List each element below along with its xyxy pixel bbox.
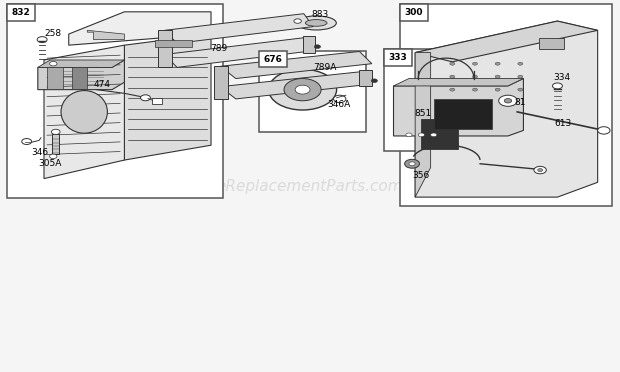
Circle shape — [518, 88, 523, 91]
Circle shape — [598, 127, 610, 134]
Circle shape — [334, 95, 346, 103]
Polygon shape — [415, 52, 431, 197]
Text: 334: 334 — [553, 73, 570, 82]
Text: 474: 474 — [94, 80, 110, 89]
Bar — [214, 65, 228, 99]
Circle shape — [409, 162, 415, 166]
Polygon shape — [44, 45, 125, 179]
Circle shape — [472, 62, 477, 65]
Polygon shape — [165, 14, 313, 43]
Bar — [7, 4, 223, 198]
Circle shape — [268, 69, 337, 110]
Circle shape — [450, 75, 454, 78]
Bar — [400, 4, 612, 206]
Ellipse shape — [61, 90, 107, 133]
Circle shape — [405, 159, 420, 168]
Bar — [52, 134, 60, 154]
Circle shape — [50, 61, 57, 66]
Text: 789: 789 — [210, 44, 227, 53]
Text: 883: 883 — [311, 10, 329, 19]
Circle shape — [406, 133, 412, 137]
Text: eReplacementParts.com: eReplacementParts.com — [216, 179, 404, 193]
Text: 300: 300 — [404, 8, 423, 17]
Bar — [422, 119, 458, 149]
Text: 346A: 346A — [327, 100, 350, 109]
Bar — [259, 51, 366, 132]
Polygon shape — [69, 12, 211, 45]
Circle shape — [498, 95, 517, 106]
Bar — [384, 49, 545, 151]
Circle shape — [518, 75, 523, 78]
Text: 356: 356 — [412, 171, 429, 180]
Bar — [360, 70, 372, 86]
Circle shape — [37, 37, 47, 42]
Polygon shape — [394, 78, 523, 86]
Text: 258: 258 — [44, 29, 61, 38]
Circle shape — [371, 79, 378, 83]
Bar — [400, 4, 428, 21]
Bar — [72, 67, 87, 89]
Bar — [539, 38, 564, 49]
Circle shape — [431, 133, 437, 137]
Circle shape — [284, 78, 321, 101]
Bar — [47, 67, 63, 89]
Circle shape — [450, 88, 454, 91]
Polygon shape — [394, 78, 523, 136]
Bar — [7, 4, 35, 21]
Polygon shape — [125, 34, 211, 160]
Circle shape — [538, 169, 542, 171]
Polygon shape — [220, 72, 372, 99]
Ellipse shape — [296, 16, 336, 30]
Polygon shape — [87, 31, 125, 39]
Polygon shape — [415, 21, 598, 62]
Polygon shape — [220, 51, 372, 78]
Bar — [303, 36, 315, 53]
Bar — [384, 49, 412, 65]
Circle shape — [50, 154, 57, 158]
Circle shape — [295, 85, 310, 94]
Circle shape — [472, 88, 477, 91]
Text: 81: 81 — [514, 98, 526, 107]
Bar — [259, 51, 287, 67]
Polygon shape — [38, 60, 125, 67]
Text: 613: 613 — [554, 119, 572, 128]
Circle shape — [495, 75, 500, 78]
Circle shape — [552, 83, 562, 89]
Bar — [159, 31, 172, 67]
Bar — [156, 39, 192, 47]
Circle shape — [495, 88, 500, 91]
Circle shape — [51, 129, 60, 135]
Circle shape — [472, 75, 477, 78]
Polygon shape — [38, 60, 125, 90]
Text: 305A: 305A — [38, 159, 61, 168]
Polygon shape — [165, 38, 313, 67]
Circle shape — [22, 138, 32, 144]
Circle shape — [518, 62, 523, 65]
Text: 333: 333 — [389, 53, 407, 62]
Ellipse shape — [306, 20, 327, 26]
Circle shape — [534, 166, 546, 174]
Circle shape — [504, 99, 511, 103]
Text: 851: 851 — [414, 109, 431, 118]
Circle shape — [495, 62, 500, 65]
Bar — [153, 98, 162, 104]
Text: 346: 346 — [32, 148, 49, 157]
Text: 832: 832 — [11, 8, 30, 17]
Text: 789A: 789A — [313, 63, 337, 72]
Circle shape — [418, 133, 425, 137]
Text: 676: 676 — [264, 55, 283, 64]
Circle shape — [450, 62, 454, 65]
Polygon shape — [415, 21, 598, 197]
Bar — [434, 99, 492, 129]
Circle shape — [141, 95, 151, 101]
Circle shape — [314, 45, 321, 48]
Circle shape — [294, 19, 301, 23]
